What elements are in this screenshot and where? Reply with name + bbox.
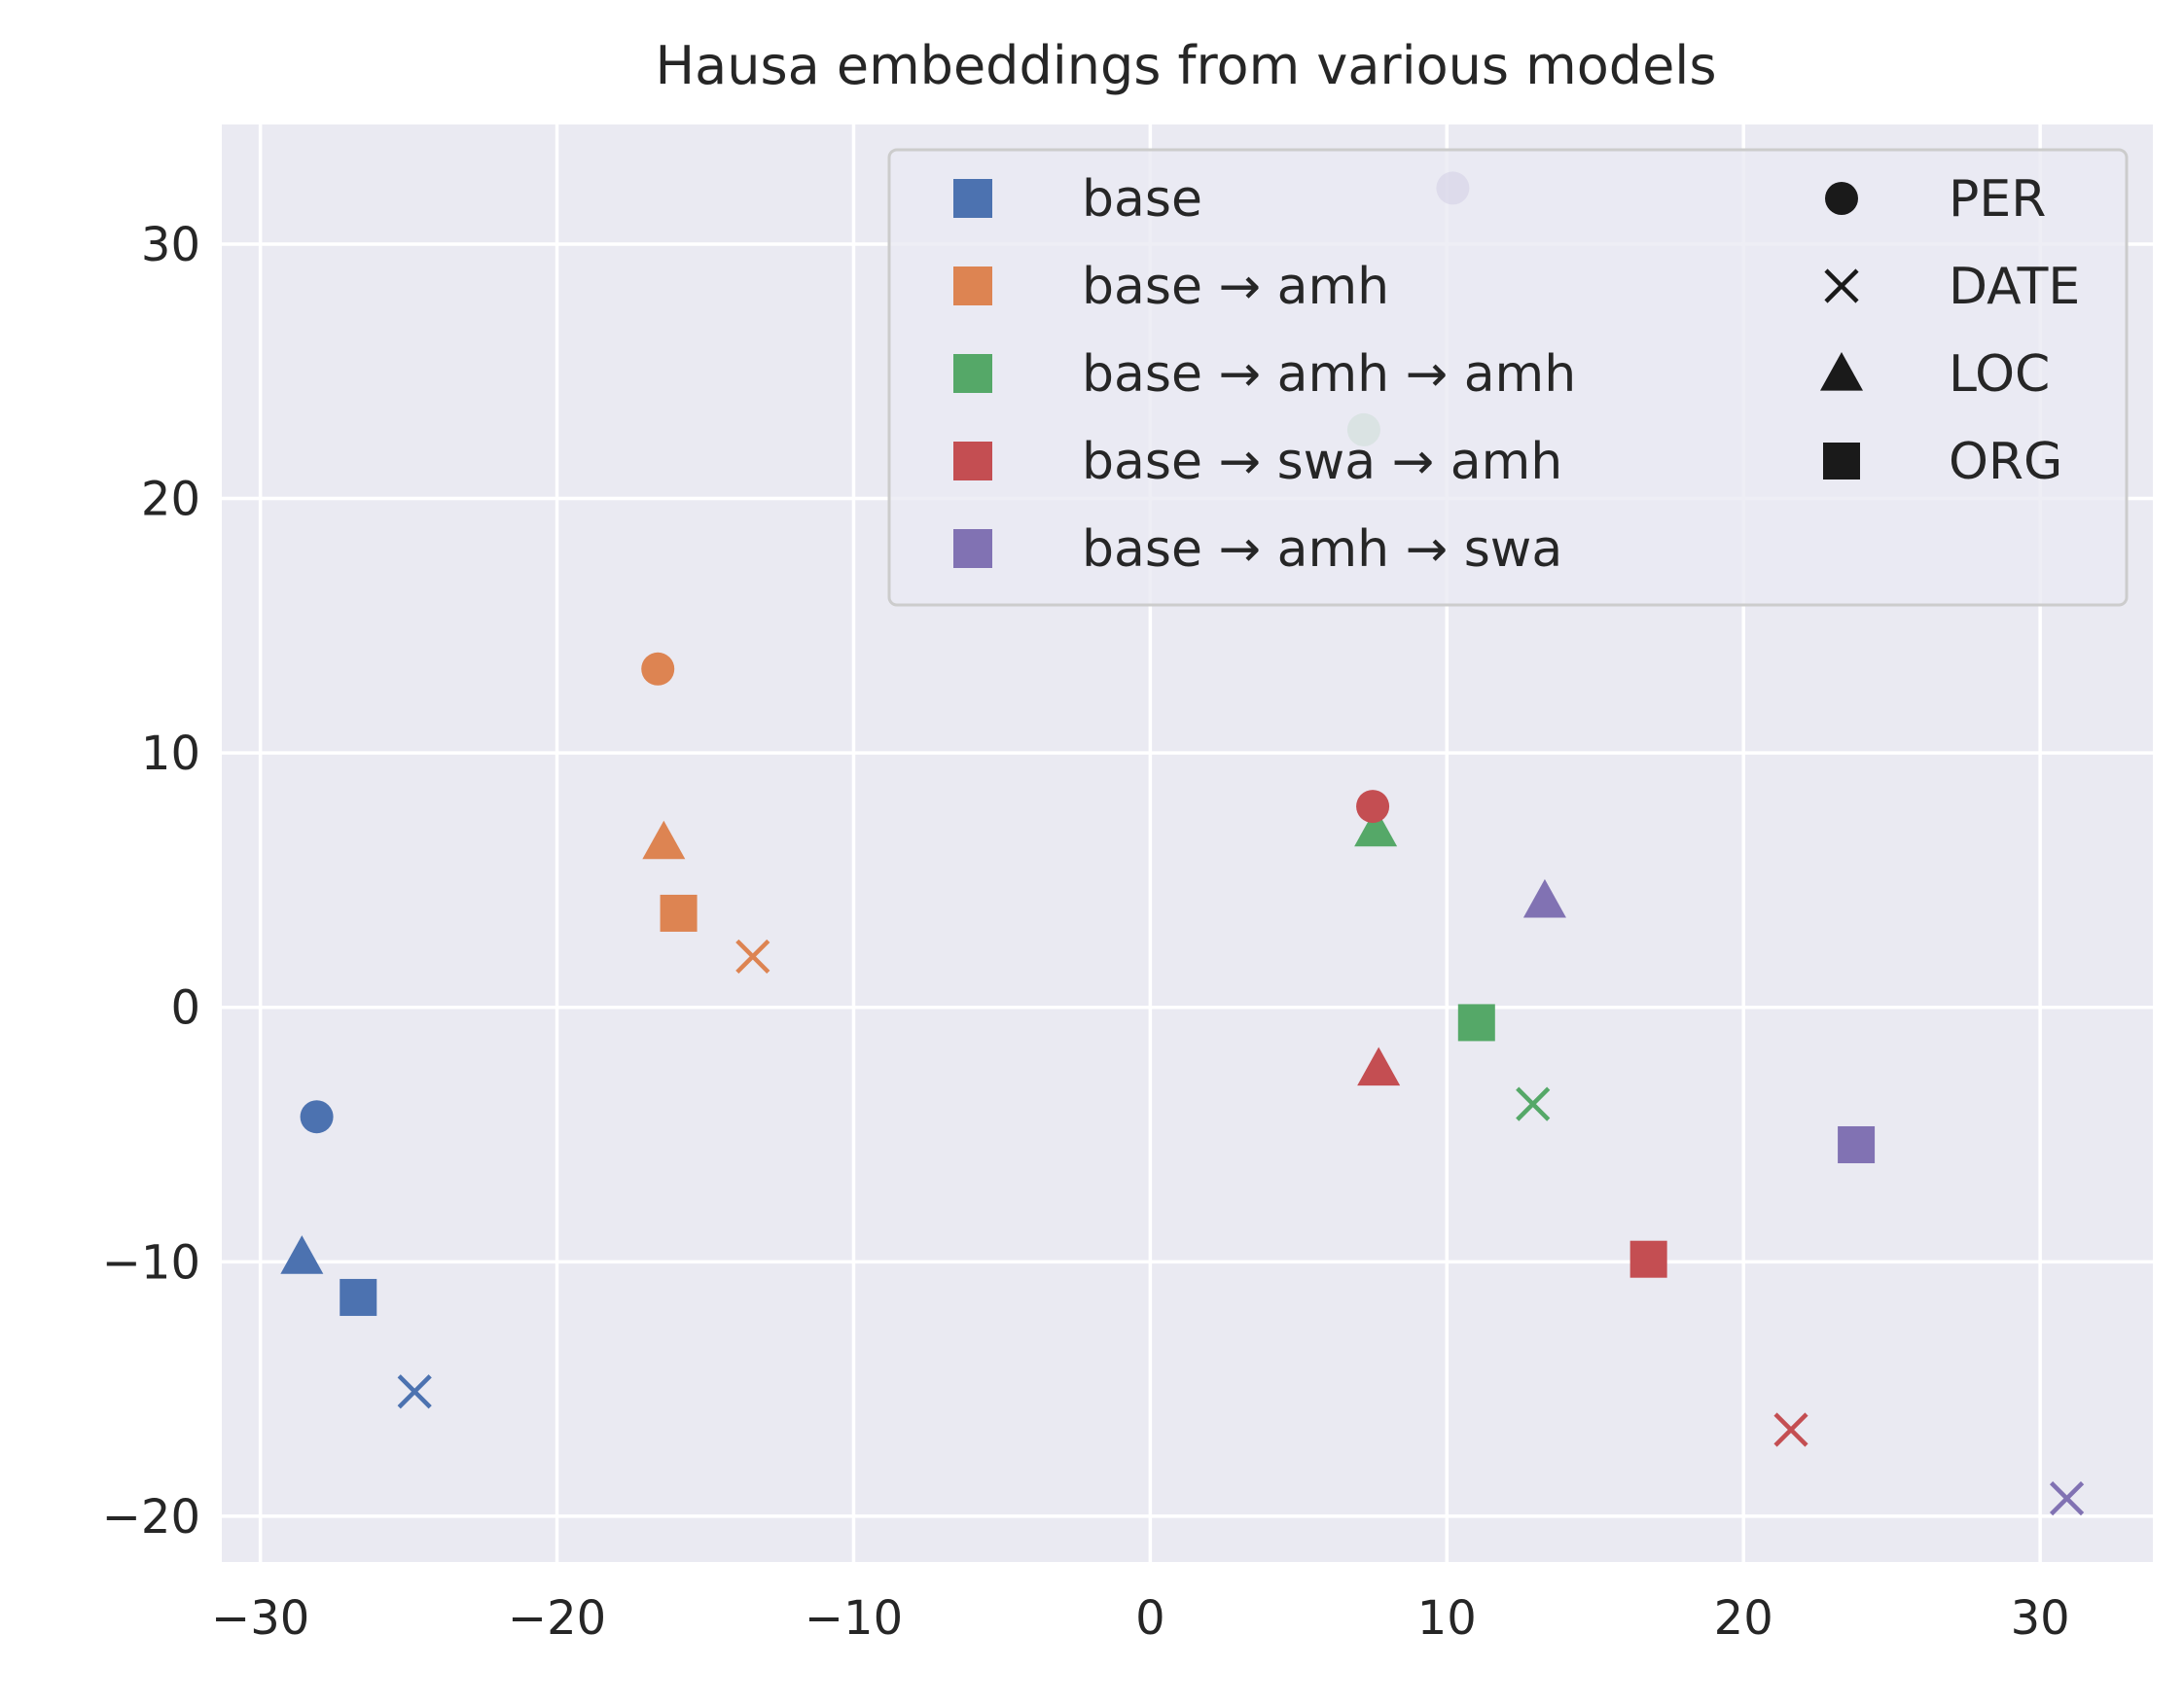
legend-swatch xyxy=(953,354,992,393)
legend-label: base xyxy=(1082,170,1202,229)
legend-swatch xyxy=(953,266,992,305)
y-tick-label: 20 xyxy=(141,473,200,527)
data-point-date xyxy=(735,939,770,974)
y-tick-label: 30 xyxy=(141,218,200,272)
data-point-org xyxy=(1457,1004,1495,1042)
legend-marker-x xyxy=(1824,268,1859,303)
legend-marker-square xyxy=(1823,443,1860,480)
grid-lines xyxy=(222,124,2153,1562)
data-point-date xyxy=(1516,1086,1551,1121)
y-axis-ticks: −20 −10 0 10 20 30 xyxy=(102,218,200,1545)
data-point-loc xyxy=(1354,807,1398,847)
legend-marker-label: LOC xyxy=(1949,345,2050,404)
data-point-date xyxy=(1773,1412,1808,1447)
y-tick-label: −20 xyxy=(102,1490,200,1545)
x-tick-label: −10 xyxy=(805,1591,903,1646)
legend-swatch xyxy=(953,442,992,480)
data-point-date xyxy=(2049,1481,2085,1516)
legend-label: base → swa → amh xyxy=(1082,433,1562,491)
legend-label: base → amh → swa xyxy=(1082,520,1562,579)
x-tick-label: 0 xyxy=(1135,1591,1165,1646)
data-point-loc xyxy=(280,1235,324,1274)
x-tick-label: −20 xyxy=(508,1591,606,1646)
data-point-loc xyxy=(1522,878,1566,918)
data-point-org xyxy=(660,894,698,932)
legend: base base → amh base → amh → amh base → swa… xyxy=(887,148,2129,607)
x-axis-ticks: −30 −20 −10 0 10 20 30 xyxy=(211,1591,2070,1646)
x-tick-label: 20 xyxy=(1714,1591,1773,1646)
x-tick-label: −30 xyxy=(211,1591,309,1646)
legend-label: base → amh → amh xyxy=(1082,345,1576,404)
y-tick-label: 10 xyxy=(141,727,200,781)
legend-marker-circle xyxy=(1825,182,1858,215)
legend-marker-label: DATE xyxy=(1949,258,2080,316)
y-tick-label: 0 xyxy=(170,981,200,1036)
legend-box xyxy=(887,148,2129,607)
legend-marker-triangle xyxy=(1820,352,1863,391)
legend-label: base → amh xyxy=(1082,258,1389,316)
data-point-date xyxy=(397,1374,432,1409)
data-point-per xyxy=(300,1100,334,1134)
data-point-loc xyxy=(642,820,686,860)
legend-marker-label: PER xyxy=(1949,170,2046,229)
legend-swatch xyxy=(953,529,992,568)
data-point-per xyxy=(641,652,675,686)
legend-marker-label: ORG xyxy=(1949,433,2062,491)
x-tick-label: 30 xyxy=(2011,1591,2070,1646)
chart-title: Hausa embeddings from various models xyxy=(656,35,1717,96)
legend-swatch xyxy=(953,179,992,218)
data-point-org xyxy=(1629,1240,1667,1278)
y-tick-label: −10 xyxy=(102,1235,200,1290)
data-point-org xyxy=(340,1278,377,1316)
x-tick-label: 10 xyxy=(1417,1591,1477,1646)
data-point-org xyxy=(1838,1125,1876,1163)
data-point-per xyxy=(1356,790,1390,824)
data-point-loc xyxy=(1357,1047,1401,1086)
